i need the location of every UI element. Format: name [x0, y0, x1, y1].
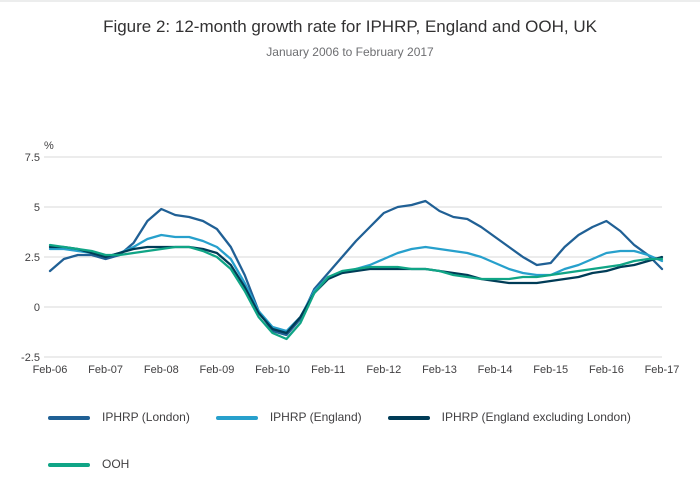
- line-chart: 7.5 5 2.5 0 -2.5% Feb-06 Feb-07 Feb-08 Feb-09 Feb…: [21, 140, 680, 376]
- x-tick-label: Feb-17: [645, 364, 680, 376]
- legend-swatch: [48, 462, 90, 467]
- x-tick-label: Feb-16: [589, 364, 624, 376]
- x-tick-label: Feb-11: [311, 364, 345, 376]
- legend-label: OOH: [102, 457, 130, 471]
- y-tick-label: 0: [34, 302, 40, 314]
- series-line-0: [48, 199, 664, 337]
- x-tick-label: Feb-07: [88, 364, 123, 376]
- chart-subtitle: January 2006 to February 2017: [266, 45, 434, 59]
- x-tick-label: Feb-14: [478, 364, 513, 376]
- chart-area: 7.5 5 2.5 0 -2.5% Feb-06 Feb-07 Feb-08 Feb-09 Feb…: [0, 140, 700, 380]
- series-line-1: [48, 233, 664, 333]
- legend-label: IPHRP (England): [269, 410, 362, 424]
- x-tick-label: Feb-10: [255, 364, 290, 376]
- x-tick-label: Feb-13: [422, 364, 457, 376]
- legend-label: IPHRP (London): [102, 410, 190, 424]
- legend-item-2[interactable]: IPHRP (England excluding London): [387, 410, 631, 425]
- legend-item-1[interactable]: IPHRP (England): [215, 410, 362, 425]
- legend-item-0[interactable]: IPHRP (London): [48, 410, 190, 425]
- y-axis-unit-label: %: [44, 140, 54, 152]
- legend-label: IPHRP (England excluding London): [441, 410, 631, 424]
- x-tick-label: Feb-09: [199, 364, 234, 376]
- series-line-2: [48, 245, 664, 335]
- legend-swatch: [387, 415, 430, 420]
- x-tick-label: Feb-06: [33, 364, 68, 376]
- x-tick-label: Feb-15: [533, 364, 568, 376]
- y-tick-label: -2.5: [21, 352, 40, 364]
- legend-swatch: [48, 415, 90, 420]
- x-tick-label: Feb-12: [366, 364, 401, 376]
- series-line-3: [48, 243, 664, 341]
- y-tick-label: 2.5: [25, 252, 40, 264]
- x-tick-label: Feb-08: [144, 364, 179, 376]
- legend-swatch: [215, 415, 258, 420]
- legend-item-3[interactable]: OOH: [48, 457, 129, 472]
- chart-legend: IPHRP (London) IPHRP (England) IPHRP (Engl…: [48, 410, 668, 472]
- y-tick-label: 7.5: [25, 152, 40, 164]
- y-tick-label: 5: [34, 202, 40, 214]
- chart-title: Figure 2: 12-month growth rate for IPHRP…: [103, 17, 597, 36]
